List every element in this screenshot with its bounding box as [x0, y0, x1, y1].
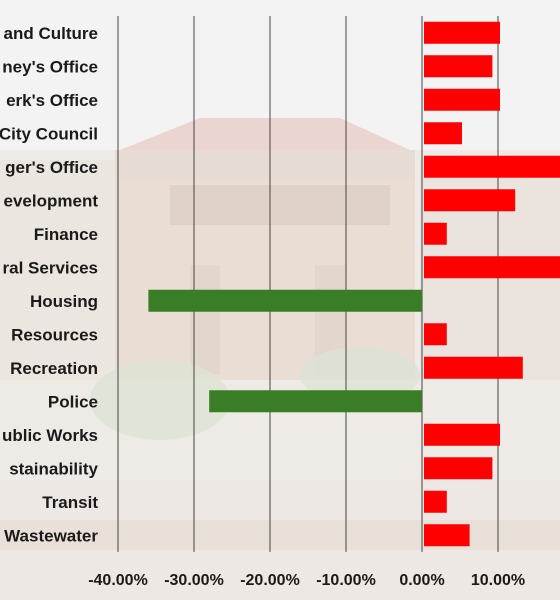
- x-tick-label: -10.00%: [316, 572, 376, 589]
- bar: [424, 189, 516, 212]
- bar: [424, 490, 447, 513]
- category-label: ral Services: [3, 258, 98, 277]
- category-label: Resources: [11, 325, 98, 344]
- x-tick-label: -40.00%: [88, 572, 148, 589]
- category-label: Wastewater: [4, 526, 98, 545]
- category-label: ney's Office: [2, 57, 98, 76]
- category-label: ger's Office: [5, 158, 98, 177]
- category-label: stainability: [9, 459, 98, 478]
- category-label: Recreation: [10, 359, 98, 378]
- x-tick-label: 10.00%: [471, 572, 525, 589]
- category-label: Housing: [30, 292, 98, 311]
- bars: [148, 21, 560, 547]
- category-label: Finance: [34, 225, 98, 244]
- bar: [148, 289, 422, 312]
- bar: [424, 122, 462, 145]
- bar: [209, 390, 422, 413]
- gridlines: [117, 16, 499, 552]
- x-tick-label: 0.00%: [399, 572, 444, 589]
- category-label: erk's Office: [6, 91, 98, 110]
- x-tick-labels: -40.00%-30.00%-20.00%-10.00%0.00%10.00%2…: [88, 572, 525, 589]
- category-label: ublic Works: [2, 426, 98, 445]
- bar: [424, 256, 560, 279]
- bar: [424, 524, 470, 547]
- x-tick-label: -20.00%: [240, 572, 300, 589]
- category-label: Police: [48, 392, 98, 411]
- bar: [424, 21, 500, 44]
- bar: [424, 155, 560, 178]
- bar: [424, 323, 447, 346]
- bar: [424, 356, 523, 379]
- bar: [424, 423, 500, 446]
- category-label: City Council: [0, 124, 98, 143]
- category-label: evelopment: [4, 191, 99, 210]
- bar: [424, 222, 447, 245]
- x-tick-label: -30.00%: [164, 572, 224, 589]
- bar: [424, 457, 493, 480]
- category-labels: and Culture ney's Office erk's Office City …: [0, 24, 99, 546]
- category-label: and Culture: [4, 24, 98, 43]
- bar: [424, 55, 493, 78]
- category-label: Transit: [42, 493, 98, 512]
- bar: [424, 88, 500, 111]
